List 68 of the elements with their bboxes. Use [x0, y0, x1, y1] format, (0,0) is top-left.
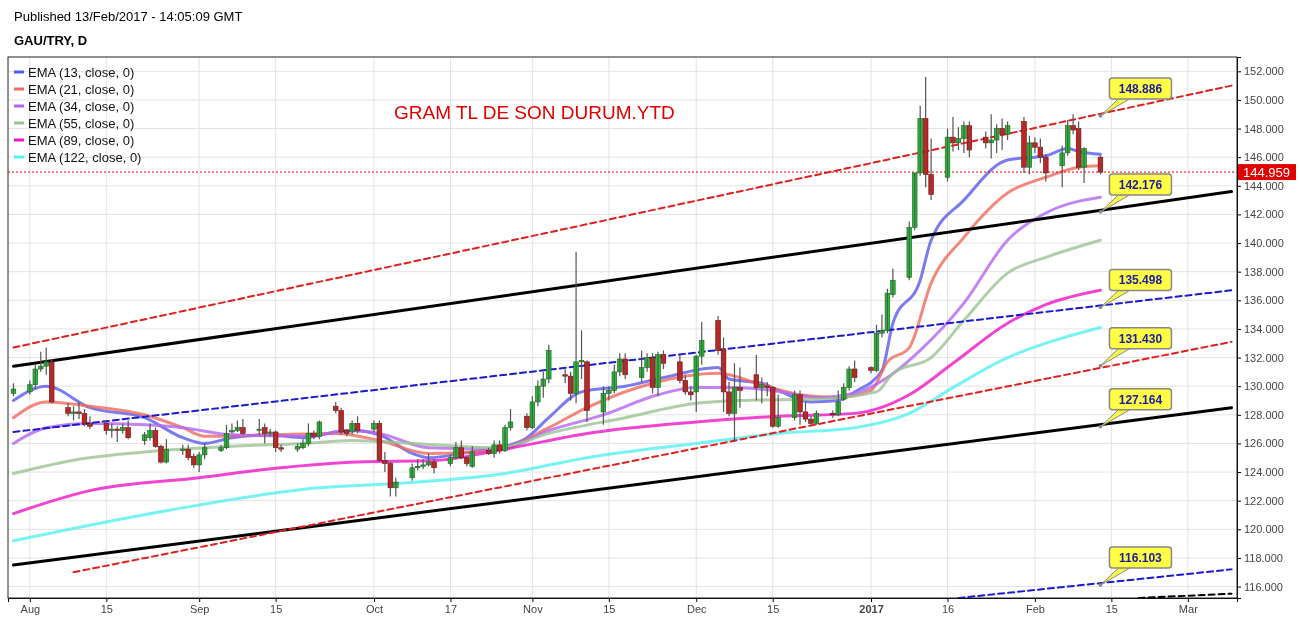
- legend-label: EMA (122, close, 0): [28, 150, 142, 165]
- candlestick: [622, 352, 628, 380]
- candlestick: [753, 354, 759, 402]
- legend-label: EMA (55, close, 0): [28, 116, 135, 131]
- y-tick-label: 122.000: [1244, 494, 1284, 507]
- x-tick-label: Dec: [686, 602, 708, 615]
- y-tick-label: 132.000: [1244, 351, 1284, 364]
- candlestick: [469, 445, 475, 469]
- ref-line-label: 144.959: [1243, 165, 1290, 181]
- x-tick-label: Nov: [523, 602, 544, 615]
- candlestick: [125, 419, 131, 440]
- y-tick-label: 150.000: [1244, 93, 1284, 106]
- x-tick-label: 15: [270, 602, 283, 615]
- candlestick: [163, 438, 170, 465]
- annotation: 142.176: [1118, 177, 1163, 192]
- x-tick-label: Aug: [20, 602, 41, 615]
- annotation: 135.498: [1118, 273, 1163, 288]
- chart-subtitle: Published 13/Feb/2017 - 14:05:09 GMT: [14, 9, 243, 24]
- y-tick-label: 130.000: [1244, 380, 1284, 393]
- candlestick: [835, 389, 841, 417]
- x-tick-label: Sep: [189, 602, 210, 615]
- annotation: 148.886: [1118, 81, 1163, 96]
- y-tick-label: 136.000: [1244, 294, 1284, 307]
- line-series: [11, 238, 1102, 475]
- annotation: 131.430: [1118, 331, 1163, 346]
- y-tick-label: 126.000: [1244, 437, 1284, 450]
- y-tick-label: 120.000: [1244, 523, 1284, 536]
- candlestick: [966, 120, 972, 158]
- candlestick: [393, 477, 399, 497]
- candlestick: [316, 419, 322, 440]
- x-tick-label: 15: [1105, 602, 1118, 615]
- line-series: [11, 326, 1102, 543]
- x-tick-label: 17: [444, 602, 458, 615]
- x-tick-label: Oct: [365, 602, 384, 615]
- annotation: 116.103: [1119, 551, 1163, 566]
- y-tick-label: 140.000: [1244, 237, 1284, 250]
- y-tick-label: 148.000: [1244, 122, 1284, 135]
- candlestick: [775, 394, 781, 429]
- x-tick-label: 15: [603, 602, 616, 615]
- y-tick-label: 144.000: [1244, 179, 1284, 192]
- x-tick-label: Mar: [1178, 602, 1199, 615]
- y-tick-label: 152.000: [1244, 65, 1284, 78]
- y-tick-label: 134.000: [1244, 322, 1284, 335]
- candlestick: [1097, 155, 1104, 175]
- candlestick: [262, 422, 268, 445]
- legend-label: EMA (34, close, 0): [28, 99, 135, 114]
- x-tick-label: 2017: [859, 602, 884, 615]
- candlestick: [759, 376, 765, 404]
- candlestick: [852, 359, 858, 383]
- annotation: GRAM TL DE SON DURUM.YTD: [394, 102, 675, 123]
- legend-label: EMA (13, close, 0): [28, 65, 135, 80]
- y-tick-label: 138.000: [1244, 265, 1284, 278]
- annotation: 127.164: [1118, 392, 1163, 407]
- y-tick-label: 118.000: [1244, 551, 1283, 564]
- chart-title: GAU/TRY, D: [14, 33, 88, 48]
- x-tick-label: 15: [100, 602, 113, 615]
- x-tick-label: Feb: [1025, 602, 1045, 615]
- y-tick-label: 142.000: [1244, 208, 1284, 221]
- legend-label: EMA (89, close, 0): [28, 133, 135, 148]
- legend-label: EMA (21, close, 0): [28, 82, 135, 97]
- x-tick-label: 15: [767, 602, 780, 615]
- y-tick-label: 128.000: [1244, 408, 1284, 421]
- candlestick: [49, 358, 55, 404]
- y-tick-label: 124.000: [1244, 466, 1284, 479]
- y-tick-label: 146.000: [1244, 151, 1284, 164]
- y-tick-label: 116.000: [1244, 580, 1283, 593]
- candlestick: [1004, 120, 1011, 141]
- x-tick-label: 16: [941, 602, 955, 615]
